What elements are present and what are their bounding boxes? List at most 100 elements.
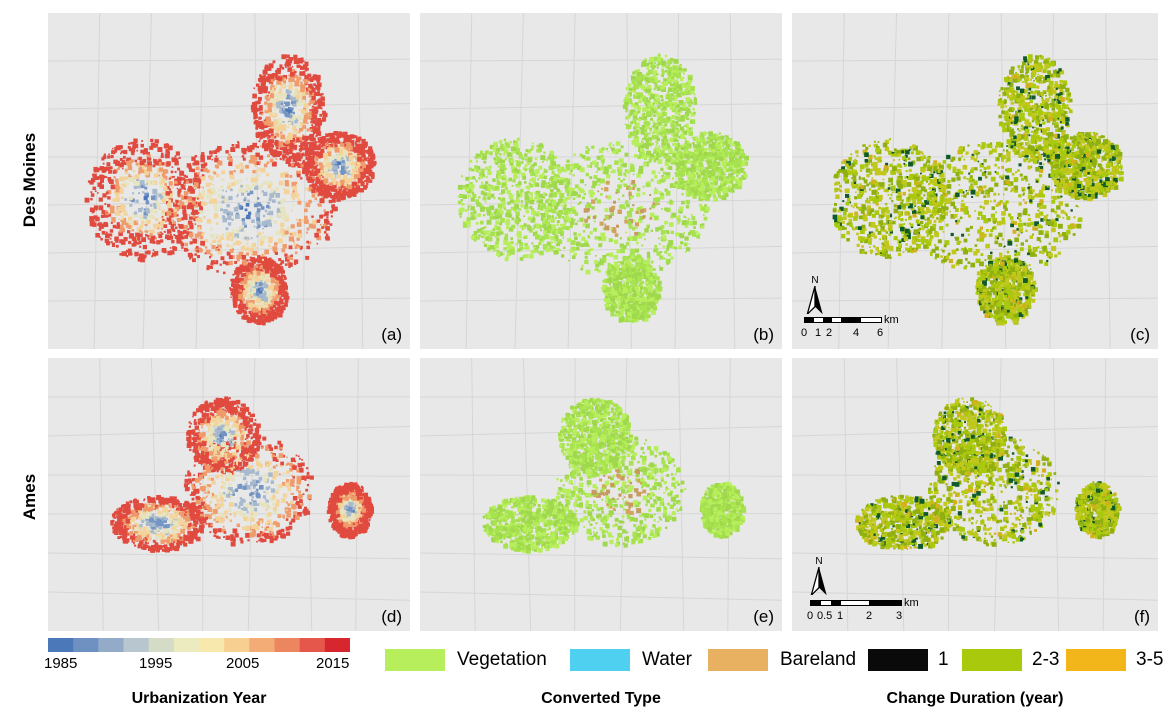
land-pixel [306, 240, 309, 244]
land-pixel [297, 57, 302, 62]
land-pixel [688, 99, 693, 104]
land-pixel [348, 135, 351, 138]
land-pixel [279, 309, 284, 314]
land-pixel [603, 166, 609, 172]
land-pixel [263, 295, 266, 298]
land-pixel [104, 170, 107, 173]
land-pixel [678, 114, 681, 117]
land-pixel [660, 118, 666, 124]
land-pixel [181, 246, 184, 249]
land-pixel [736, 179, 739, 182]
land-pixel [200, 210, 204, 215]
land-pixel [282, 75, 288, 80]
land-pixel [247, 280, 252, 285]
land-pixel [305, 255, 310, 260]
land-pixel [312, 154, 316, 158]
land-pixel [326, 158, 331, 162]
land-pixel [330, 165, 333, 168]
land-pixel [302, 72, 306, 76]
land-pixel [688, 243, 691, 245]
land-pixel [485, 166, 489, 170]
land-pixel [622, 194, 625, 197]
land-pixel [160, 154, 164, 158]
land-pixel [287, 191, 290, 194]
land-pixel [655, 135, 659, 139]
land-pixel [318, 203, 322, 207]
land-pixel [308, 161, 310, 164]
land-pixel [90, 197, 93, 201]
land-pixel [119, 210, 121, 213]
land-pixel [110, 155, 114, 159]
land-pixel [141, 221, 144, 224]
land-pixel [665, 172, 671, 178]
land-pixel [290, 237, 295, 241]
land-pixel [270, 90, 273, 93]
land-pixel [254, 265, 260, 271]
land-pixel [106, 162, 111, 166]
land-pixel [483, 154, 486, 157]
land-pixel [633, 118, 636, 121]
land-pixel [302, 79, 306, 82]
land-pixel [652, 63, 655, 66]
land-pixel [261, 221, 267, 227]
land-pixel [260, 278, 263, 281]
land-pixel [226, 204, 230, 208]
land-pixel [323, 147, 326, 150]
land-pixel [519, 224, 523, 229]
land-pixel [358, 188, 363, 193]
land-pixel [285, 102, 289, 107]
land-pixel [622, 266, 624, 269]
land-pixel [223, 197, 229, 203]
land-pixel [314, 155, 319, 160]
land-pixel [321, 145, 324, 148]
land-pixel [318, 153, 323, 158]
land-pixel [492, 178, 496, 182]
land-pixel [300, 81, 303, 84]
land-pixel [288, 262, 293, 267]
land-pixel [298, 198, 301, 202]
land-pixel [366, 182, 369, 186]
land-pixel [281, 248, 286, 253]
land-pixel [293, 59, 299, 64]
land-pixel [326, 211, 329, 214]
land-pixel [313, 165, 318, 170]
land-pixel [97, 192, 99, 194]
land-pixel [186, 180, 189, 184]
land-pixel [170, 234, 172, 236]
land-pixel [686, 125, 689, 129]
land-pixel [657, 62, 661, 66]
land-pixel [114, 149, 118, 153]
land-pixel [278, 275, 283, 281]
land-pixel [255, 212, 261, 218]
land-pixel [121, 183, 125, 187]
land-pixel [238, 295, 243, 300]
land-pixel [275, 146, 279, 150]
land-pixel [575, 222, 578, 226]
land-pixel [705, 169, 708, 172]
land-pixel [701, 207, 706, 212]
land-pixel [132, 213, 134, 215]
land-pixel [156, 193, 158, 196]
land-pixel [306, 245, 310, 250]
land-pixel [693, 165, 697, 170]
land-pixel [293, 134, 297, 138]
land-pixel [302, 66, 306, 70]
land-pixel [235, 240, 241, 246]
land-pixel [289, 175, 293, 178]
land-pixel [236, 266, 240, 270]
land-pixel [304, 79, 309, 84]
land-pixel [506, 224, 509, 227]
land-pixel [596, 162, 599, 165]
land-pixel [622, 245, 627, 249]
land-pixel [306, 122, 309, 125]
land-pixel [314, 161, 318, 165]
land-pixel [636, 173, 641, 178]
land-pixel [617, 177, 621, 180]
land-pixel [167, 250, 172, 256]
land-pixel [301, 117, 306, 121]
land-pixel [160, 231, 162, 233]
land-pixel [589, 194, 594, 198]
land-pixel [264, 259, 268, 262]
land-pixel [628, 193, 632, 197]
land-pixel [623, 178, 626, 181]
